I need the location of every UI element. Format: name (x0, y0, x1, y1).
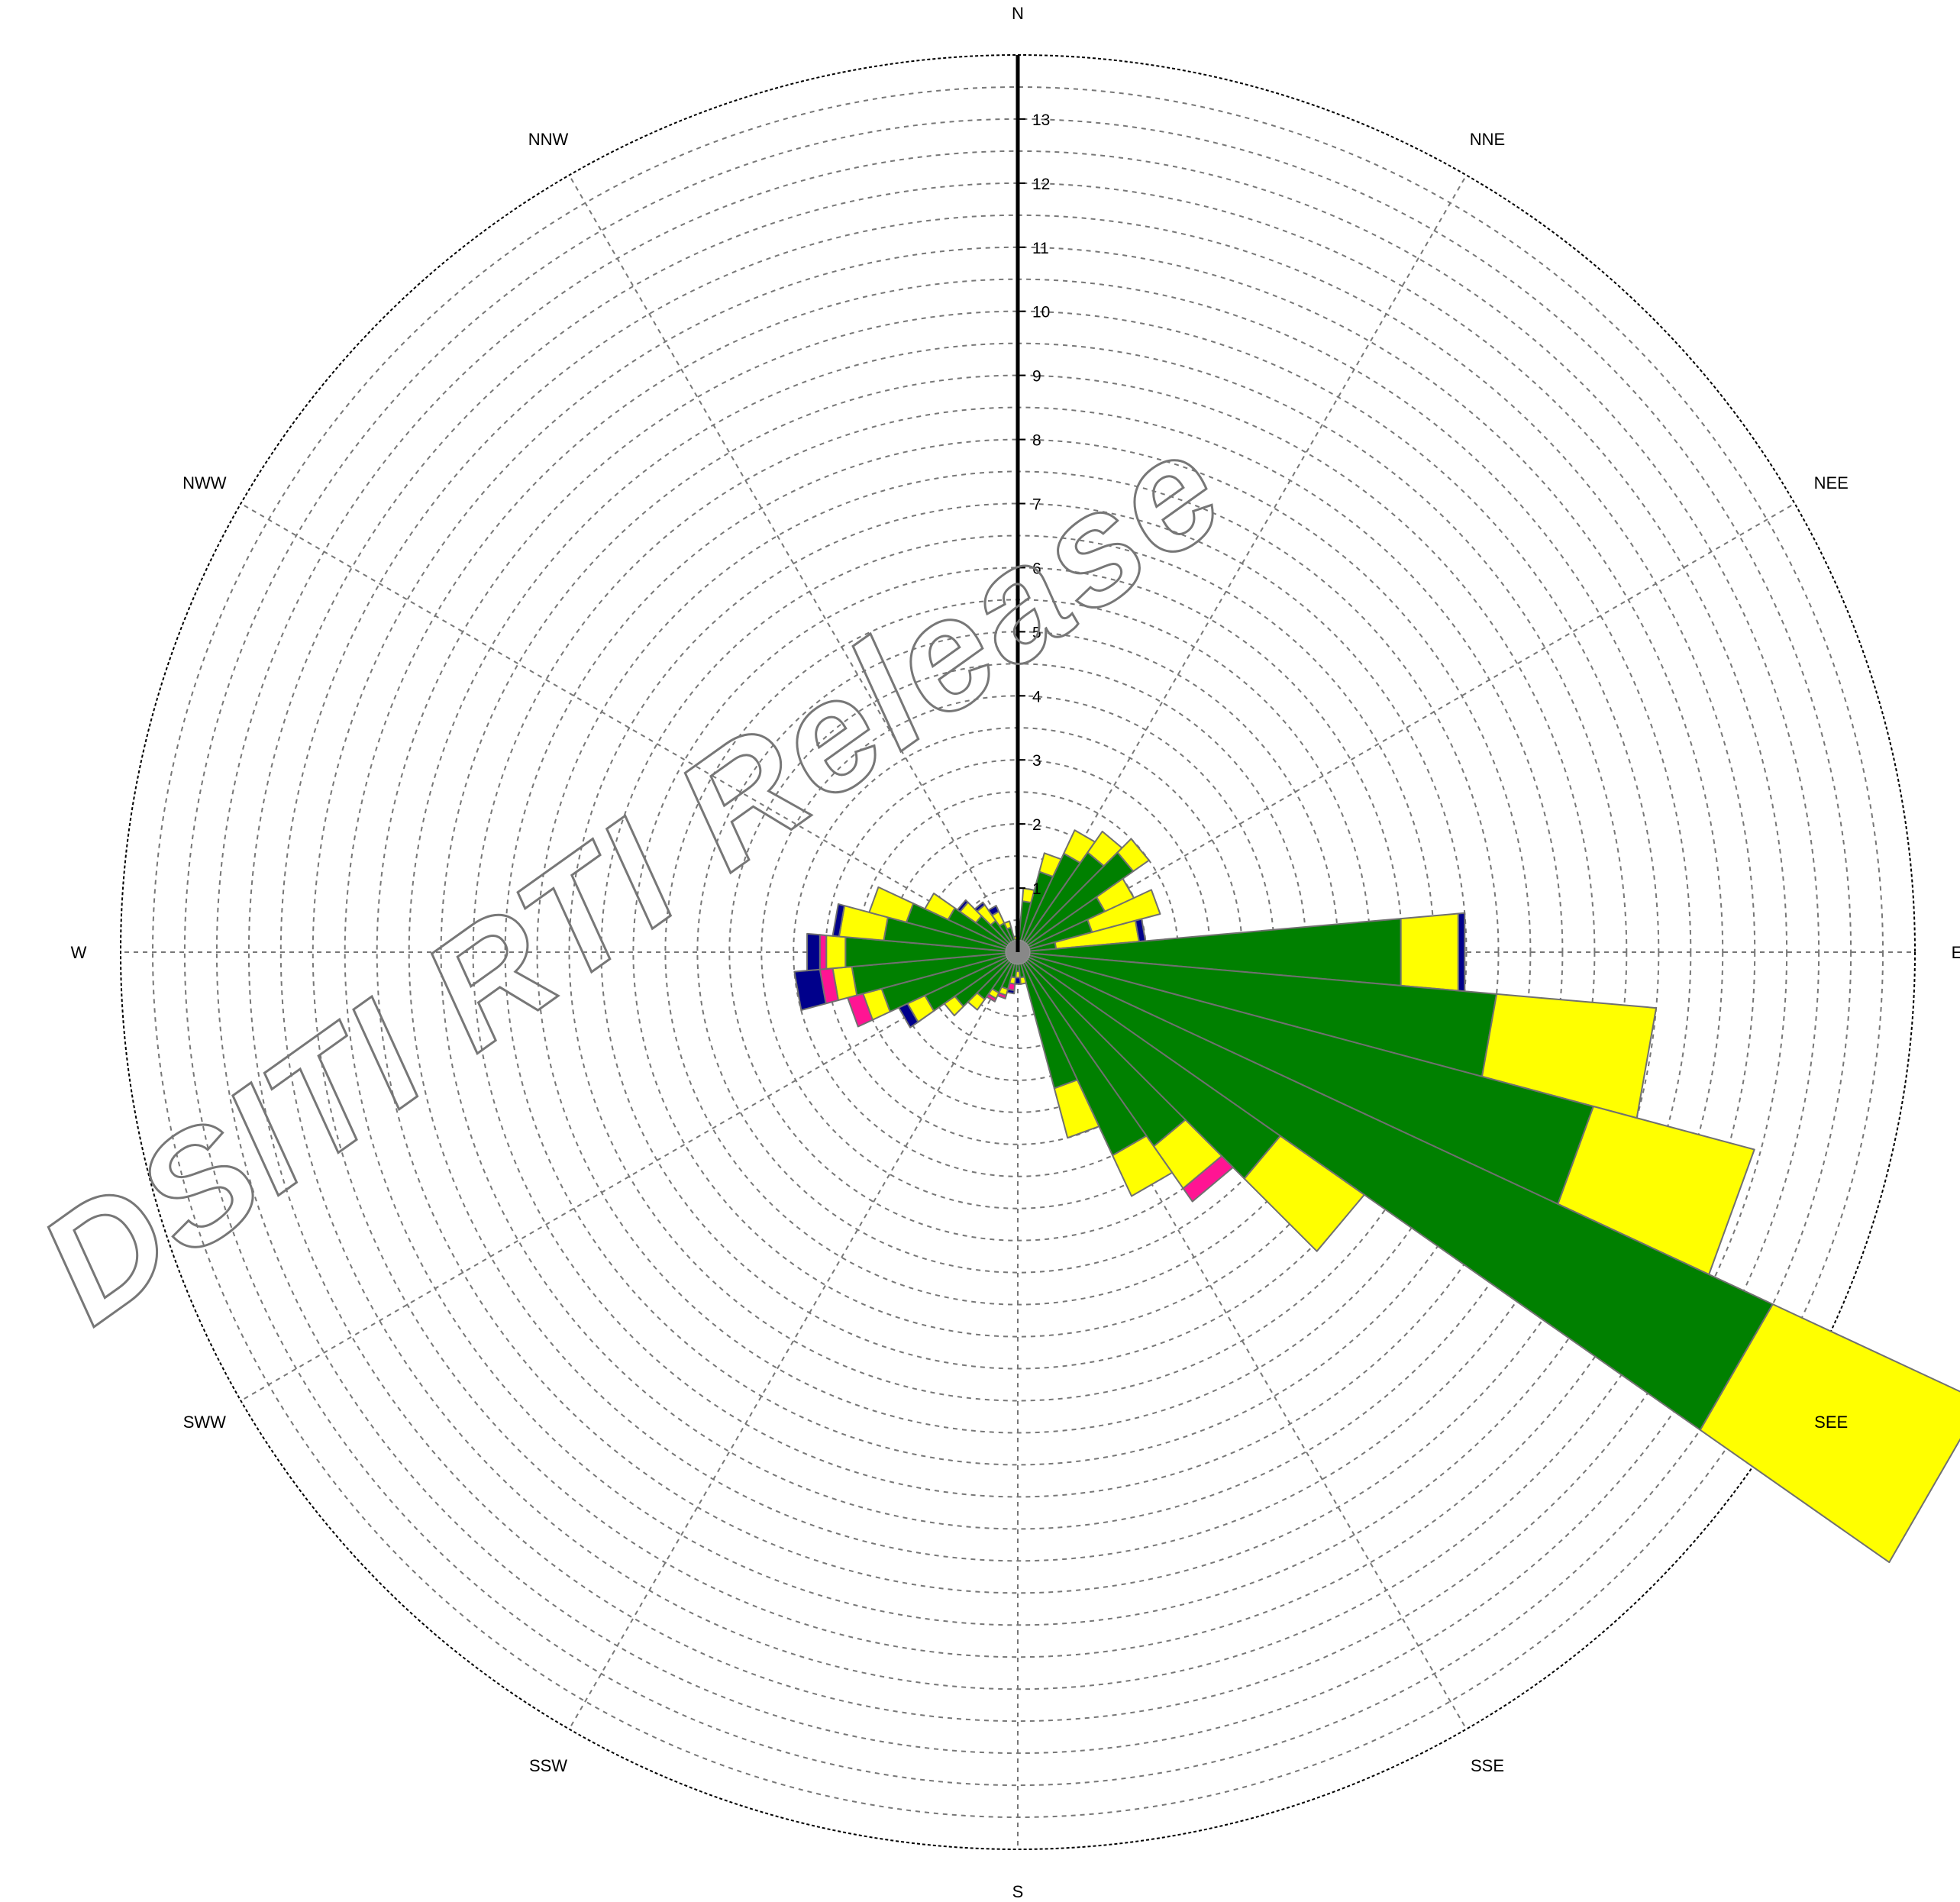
grid-spoke (568, 174, 1019, 953)
wind-bar-sector-9-series-3 (1457, 912, 1466, 993)
direction-label-sww: SWW (183, 1413, 226, 1432)
wind-bar-sector-15-series-1 (1112, 1135, 1174, 1197)
wind-bar-sector-5-series-1 (1116, 838, 1150, 873)
grid-ring (312, 246, 1724, 1658)
wind-bar-sector-28-series-3 (831, 903, 845, 938)
wind-bar-sector-34-series-1 (1003, 920, 1012, 930)
grid-spoke (1017, 502, 1796, 953)
direction-label-nnw: NNW (528, 130, 569, 149)
wind-bar-sector-27-series-1 (825, 935, 847, 970)
wind-bar-sector-27-series-2 (819, 934, 828, 970)
labels-layer: 12345678910111213NNNENEEESEESSESSSWSWWWN… (71, 4, 1960, 1901)
radial-tick-label-13: 13 (1032, 111, 1050, 129)
radial-tick-label-11: 11 (1032, 240, 1049, 257)
radial-tick-label-12: 12 (1032, 176, 1050, 193)
wind-bar-sector-29-series-1 (868, 886, 915, 923)
wind-bar-sector-13-series-1 (1243, 1135, 1365, 1252)
radial-tick-label-10: 10 (1032, 304, 1050, 321)
wind-bar-sector-16-series-1 (1053, 1079, 1100, 1139)
direction-label-ssw: SSW (529, 1756, 567, 1775)
wind-bar-sector-31-series-3 (956, 899, 969, 912)
grid-ring (568, 502, 1468, 1402)
wind-bar-sector-32-series-3 (974, 901, 986, 912)
direction-label-sse: SSE (1471, 1756, 1504, 1775)
grid-ring (440, 374, 1596, 1530)
wind-bar-sector-7-series-1 (1087, 889, 1161, 933)
direction-label-s: S (1012, 1882, 1024, 1901)
wind-bar-sector-27-series-3 (806, 932, 821, 972)
direction-label-w: W (71, 943, 87, 962)
direction-label-nne: NNE (1470, 130, 1505, 149)
wind-bar-sector-26-series-3 (793, 968, 827, 1011)
radial-tick-label-6: 6 (1032, 560, 1041, 577)
radial-tick-label-8: 8 (1032, 432, 1041, 450)
direction-label-e: E (1952, 943, 1960, 962)
wind-bar-sector-9-series-1 (1400, 912, 1459, 992)
wind-bar-sector-12-series-1 (1699, 1303, 1960, 1564)
radial-tick-label-4: 4 (1032, 688, 1041, 706)
grid-ring (376, 310, 1660, 1594)
grid-spoke (240, 951, 1019, 1402)
radial-tick-label-2: 2 (1032, 816, 1041, 834)
outer-ring (120, 54, 1916, 1850)
grid-spoke (1017, 174, 1468, 953)
grid-spoke (568, 951, 1019, 1730)
grid-spoke (240, 502, 1019, 953)
wind-bar-sector-14-series-2 (1182, 1155, 1234, 1203)
radial-tick-label-3: 3 (1032, 752, 1041, 770)
direction-label-nee: NEE (1814, 473, 1849, 492)
axis-layer (1005, 55, 1031, 965)
grid-ring (504, 438, 1532, 1466)
direction-label-nww: NWW (182, 473, 227, 492)
radial-tick-label-9: 9 (1032, 368, 1041, 386)
direction-label-n: N (1012, 4, 1024, 23)
radial-tick-label-1: 1 (1032, 880, 1041, 898)
direction-label-see: SEE (1814, 1413, 1848, 1432)
wind-bar-sector-30-series-1 (924, 893, 956, 921)
radial-tick-label-7: 7 (1032, 496, 1041, 514)
radial-tick-label-5: 5 (1032, 624, 1041, 641)
bars-layer (793, 829, 1960, 1564)
wind-bar-sector-33-series-3 (987, 905, 1000, 916)
